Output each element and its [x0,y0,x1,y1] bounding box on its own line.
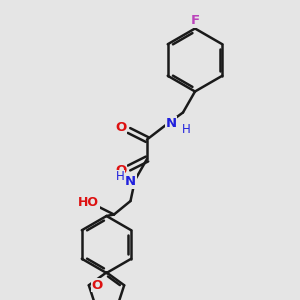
Text: N: N [165,116,177,130]
Text: N: N [125,175,136,188]
Text: F: F [190,14,200,28]
Text: O: O [115,164,126,178]
Text: O: O [92,279,103,292]
Text: O: O [115,121,126,134]
Text: HO: HO [78,196,99,209]
Text: H: H [116,170,124,184]
Text: H: H [182,122,190,136]
